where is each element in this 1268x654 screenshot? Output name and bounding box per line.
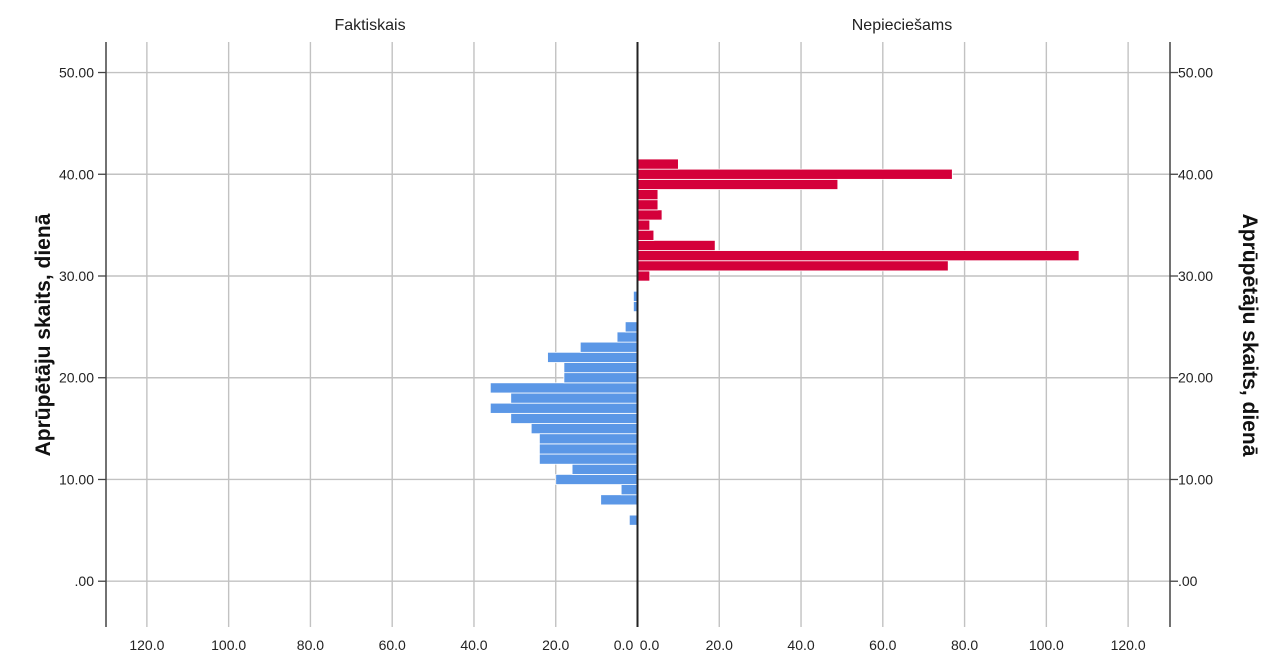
panel-title-left: Faktiskais xyxy=(334,17,405,34)
bar-nepieciesams-10 xyxy=(637,168,953,180)
y-tick-label-left-1: 10.00 xyxy=(59,471,94,487)
bar-faktiskais-8 xyxy=(530,423,638,435)
bar-nepieciesams-9 xyxy=(637,178,839,190)
bar-faktiskais-9 xyxy=(510,412,638,424)
x-tick-label-right-2: 40.0 xyxy=(787,637,814,653)
y-tick-label-right-0: .00 xyxy=(1178,573,1198,589)
bar-nepieciesams-1 xyxy=(637,260,949,272)
y-tick-label-left-3: 30.00 xyxy=(59,268,94,284)
plot-frame xyxy=(98,42,1178,627)
x-tick-label-right-5: 100.0 xyxy=(1029,637,1064,653)
bar-faktiskais-7 xyxy=(538,433,638,445)
y-tick-label-right-3: 30.00 xyxy=(1178,268,1213,284)
bar-faktiskais-1 xyxy=(600,494,638,506)
bar-nepieciesams-8 xyxy=(637,189,659,201)
bar-faktiskais-11 xyxy=(510,392,638,404)
y-tick-label-left-5: 50.00 xyxy=(59,65,94,81)
tick-labels: .00 .00 10.00 10.00 20.00 20.00 30.00 30.00 40.0… xyxy=(59,65,1213,653)
bar-faktiskais-17 xyxy=(616,331,638,343)
x-tick-label-right-6: 120.0 xyxy=(1111,637,1146,653)
bar-nepieciesams-3 xyxy=(637,239,716,251)
bar-faktiskais-16 xyxy=(579,341,638,353)
x-tick-label-right-0: 0.0 xyxy=(640,637,660,653)
bar-faktiskais-10 xyxy=(489,402,638,414)
x-tick-label-left-1: 100.0 xyxy=(211,637,246,653)
x-tick-label-right-3: 60.0 xyxy=(869,637,896,653)
bar-faktiskais-15 xyxy=(547,351,638,363)
bar-faktiskais-3 xyxy=(555,473,638,485)
bar-faktiskais-0 xyxy=(628,514,638,526)
bar-faktiskais-18 xyxy=(624,321,638,333)
y-axis-title-left: Aprūpētāju skaits, dienā xyxy=(32,213,55,456)
bar-faktiskais-4 xyxy=(571,463,638,475)
y-tick-label-left-0: .00 xyxy=(75,573,95,589)
x-tick-label-left-6: 0.0 xyxy=(614,637,634,653)
bar-nepieciesams-11 xyxy=(637,158,679,170)
x-tick-label-left-3: 60.0 xyxy=(379,637,406,653)
bar-nepieciesams-7 xyxy=(637,199,659,211)
bar-nepieciesams-2 xyxy=(637,250,1080,262)
y-tick-label-right-4: 40.00 xyxy=(1178,166,1213,182)
panel-title-right: Nepieciešams xyxy=(852,17,952,34)
y-tick-label-right-5: 50.00 xyxy=(1178,65,1213,81)
y-tick-label-left-2: 20.00 xyxy=(59,370,94,386)
x-tick-label-right-1: 20.0 xyxy=(706,637,733,653)
bar-nepieciesams-0 xyxy=(637,270,651,282)
y-tick-label-left-4: 40.00 xyxy=(59,166,94,182)
y-axis-title-right: Aprūpētāju skaits, dienā xyxy=(1238,214,1261,457)
x-tick-label-left-2: 80.0 xyxy=(297,637,324,653)
bar-nepieciesams-6 xyxy=(637,209,663,221)
bar-faktiskais-5 xyxy=(538,453,638,465)
bar-faktiskais-13 xyxy=(563,372,638,384)
histogram-bars xyxy=(489,158,1080,526)
bar-faktiskais-12 xyxy=(489,382,638,394)
bar-faktiskais-2 xyxy=(620,484,638,496)
bar-faktiskais-14 xyxy=(563,362,638,374)
x-tick-label-right-4: 80.0 xyxy=(951,637,978,653)
bar-faktiskais-6 xyxy=(538,443,638,455)
x-tick-label-left-0: 120.0 xyxy=(129,637,164,653)
x-tick-label-left-5: 20.0 xyxy=(542,637,569,653)
y-tick-label-right-1: 10.00 xyxy=(1178,471,1213,487)
y-tick-label-right-2: 20.00 xyxy=(1178,370,1213,386)
x-tick-label-left-4: 40.0 xyxy=(460,637,487,653)
bar-nepieciesams-5 xyxy=(637,219,651,231)
bar-nepieciesams-4 xyxy=(637,229,655,241)
